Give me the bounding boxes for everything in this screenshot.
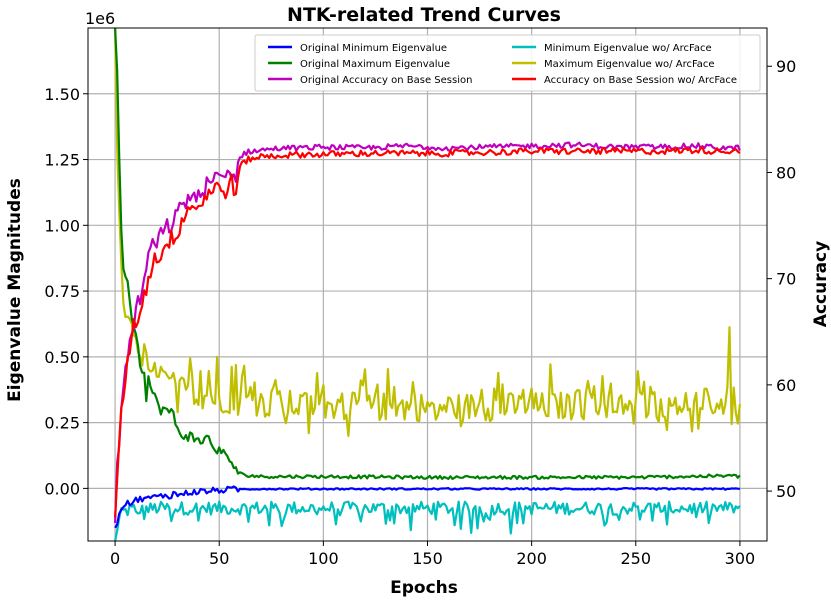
x-tick-label: 300 — [725, 549, 756, 568]
series-line — [114, 141, 741, 523]
legend-entry-label: Maximum Eigenvalue wo/ ArcFace — [544, 59, 715, 70]
x-axis-ticks: 0 50 100 150 200 250 300 — [110, 541, 755, 568]
y-left-tick-label: 0.75 — [44, 282, 80, 301]
series-layer — [114, 28, 741, 541]
y-right-axis-label: Accuracy — [811, 241, 831, 327]
series-line — [114, 485, 741, 529]
legend-entry-label: Accuracy on Base Session wo/ ArcFace — [544, 75, 737, 86]
y-right-tick-label: 80 — [776, 163, 796, 182]
series-line — [114, 28, 741, 437]
legend-entry-label: Minimum Eigenvalue wo/ ArcFace — [544, 43, 712, 54]
x-tick-label: 50 — [209, 549, 229, 568]
y-left-tick-label: 1.00 — [44, 216, 80, 235]
x-tick-label: 0 — [110, 549, 120, 568]
y-left-tick-label: 0.50 — [44, 348, 80, 367]
x-axis-label: Epochs — [390, 578, 458, 598]
legend-box — [254, 34, 761, 92]
x-tick-label: 150 — [412, 549, 443, 568]
x-tick-label: 100 — [308, 549, 339, 568]
y-left-axis-ticks: 0.00 0.25 0.50 0.75 1.00 1.25 1.50 — [44, 85, 88, 498]
legend: Original Minimum Eigenvalue Original Maxi… — [254, 34, 761, 92]
y-left-tick-label: 1.50 — [44, 85, 80, 104]
y-right-tick-label: 70 — [776, 270, 796, 289]
x-tick-label: 200 — [516, 549, 547, 568]
y-right-tick-label: 60 — [776, 376, 796, 395]
y-left-axis-label: Eigenvalue Magnitudes — [5, 178, 25, 402]
legend-entry-label: Original Minimum Eigenvalue — [300, 43, 447, 54]
legend-entry-label: Original Maximum Eigenvalue — [300, 59, 450, 70]
y-left-tick-label: 1.25 — [44, 151, 80, 170]
y-left-axis-multiplier: 1e6 — [85, 9, 115, 28]
grid — [88, 28, 767, 541]
y-right-axis-ticks: 50 60 70 80 90 — [767, 57, 796, 501]
x-tick-label: 250 — [621, 549, 652, 568]
series-line — [114, 500, 741, 541]
y-right-tick-label: 90 — [776, 57, 796, 76]
chart-title: NTK-related Trend Curves — [287, 4, 561, 26]
legend-entry-label: Original Accuracy on Base Session — [300, 75, 472, 86]
y-left-tick-label: 0.00 — [44, 479, 80, 498]
series-line — [114, 28, 741, 480]
series-line — [114, 146, 741, 518]
y-right-tick-label: 50 — [776, 482, 796, 501]
y-left-tick-label: 0.25 — [44, 414, 80, 433]
